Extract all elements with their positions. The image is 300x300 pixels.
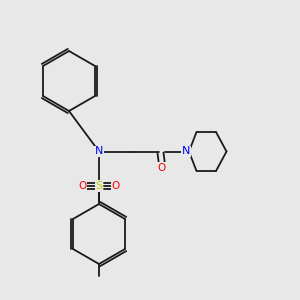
Text: N: N: [182, 146, 190, 157]
Text: O: O: [78, 181, 87, 191]
Text: O: O: [111, 181, 120, 191]
Text: S: S: [95, 181, 103, 191]
Text: N: N: [95, 146, 103, 157]
Text: O: O: [158, 163, 166, 173]
